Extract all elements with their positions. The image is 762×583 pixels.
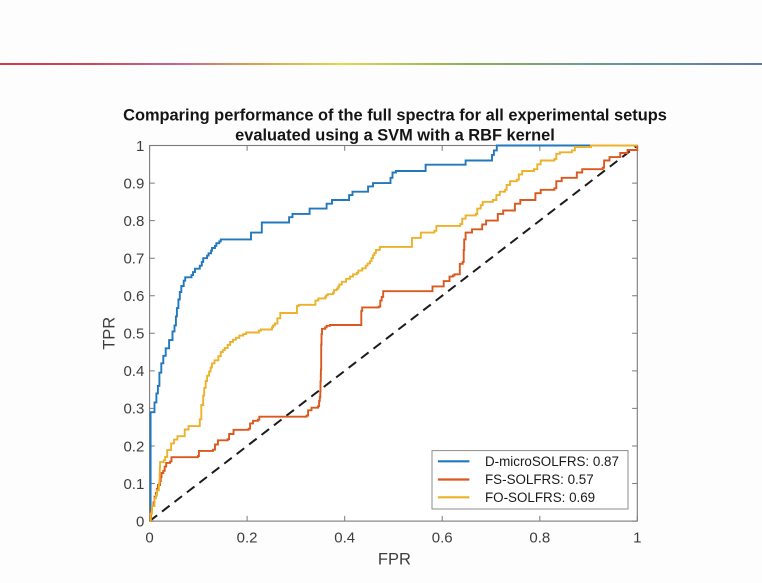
svg-text:0.6: 0.6 xyxy=(123,288,144,305)
svg-text:0: 0 xyxy=(136,513,144,530)
svg-text:1: 1 xyxy=(633,530,641,547)
svg-text:0: 0 xyxy=(145,530,153,547)
svg-text:0.8: 0.8 xyxy=(123,213,144,230)
svg-text:1: 1 xyxy=(136,138,144,155)
svg-text:0.4: 0.4 xyxy=(334,530,355,547)
svg-text:FS-SOLFRS: 0.57: FS-SOLFRS: 0.57 xyxy=(485,472,594,487)
svg-text:FO-SOLFRS: 0.69: FO-SOLFRS: 0.69 xyxy=(485,490,595,505)
svg-text:Comparing performance of the f: Comparing performance of the full spectr… xyxy=(123,107,667,125)
svg-text:0.2: 0.2 xyxy=(237,530,258,547)
svg-text:0.4: 0.4 xyxy=(123,363,144,380)
svg-text:0.6: 0.6 xyxy=(432,530,453,547)
svg-text:0.2: 0.2 xyxy=(123,438,144,455)
svg-text:0.5: 0.5 xyxy=(123,326,144,343)
svg-text:0.1: 0.1 xyxy=(123,476,144,493)
svg-text:evaluated using a SVM with a R: evaluated using a SVM with a RBF kernel xyxy=(235,127,555,145)
svg-text:0.3: 0.3 xyxy=(123,401,144,418)
svg-text:TPR: TPR xyxy=(101,317,119,350)
svg-text:0.8: 0.8 xyxy=(529,530,550,547)
svg-text:D-microSOLFRS: 0.87: D-microSOLFRS: 0.87 xyxy=(485,454,619,469)
svg-text:0.7: 0.7 xyxy=(123,251,144,268)
svg-text:0.9: 0.9 xyxy=(123,175,144,192)
svg-text:FPR: FPR xyxy=(378,550,411,568)
